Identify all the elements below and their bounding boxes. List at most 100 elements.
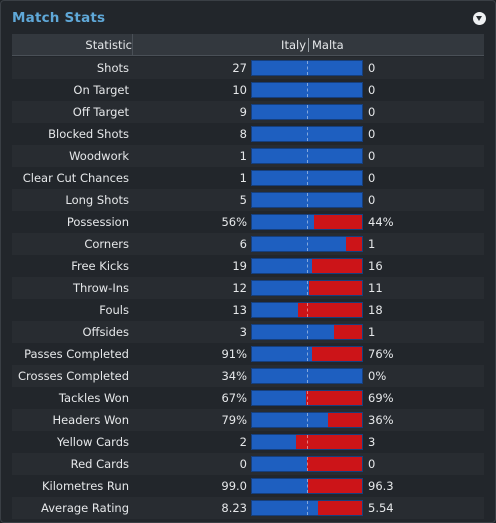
comparison-bar-away-fill [346,237,362,251]
stat-value-away: 0 [368,457,376,471]
stat-label: Crosses Completed [18,369,129,383]
comparison-bar-away-fill [318,501,362,515]
stat-value-away: 16 [368,259,383,273]
comparison-bar-away-fill [334,325,362,339]
comparison-bar [251,302,363,318]
table-row: Crosses Completed 34% 0% [12,365,484,387]
comparison-bar-away-fill [312,347,362,361]
comparison-bar [251,126,363,142]
comparison-bar [251,280,363,296]
stat-value-home: 67% [221,391,247,405]
comparison-bar [251,258,363,274]
stat-value-home: 1 [239,171,247,185]
stat-value-away: 0 [368,193,376,207]
table-row: Shots 27 0 [12,57,484,79]
stat-value-away: 96.3 [368,479,394,493]
stat-value-away: 69% [368,391,394,405]
table-row: Long Shots 5 0 [12,189,484,211]
comparison-bar-midline [307,171,308,185]
header-divider [132,34,133,56]
stat-value-home: 8 [239,127,247,141]
table-row: Corners 6 1 [12,233,484,255]
table-row: Throw-Ins 12 11 [12,277,484,299]
comparison-bar-midline [307,215,308,229]
chevron-down-icon[interactable] [473,12,486,25]
stat-value-home: 79% [221,413,247,427]
stat-value-home: 34% [221,369,247,383]
comparison-bar [251,434,363,450]
comparison-bar [251,236,363,252]
stat-value-away: 3 [368,435,376,449]
stat-label: Tackles Won [58,391,129,405]
stat-value-away: 11 [368,281,383,295]
comparison-bar-midline [307,105,308,119]
stat-label: Throw-Ins [72,281,129,295]
comparison-bar [251,478,363,494]
header-statistic[interactable]: Statistic [85,38,132,52]
stat-value-home: 8.23 [221,501,247,515]
comparison-bar [251,192,363,208]
comparison-bar [251,324,363,340]
stat-label: Fouls [99,303,129,317]
comparison-bar-away-fill [312,259,362,273]
stat-label: Headers Won [52,413,129,427]
stat-value-away: 18 [368,303,383,317]
comparison-bar-midline [307,413,308,427]
stat-label: Woodwork [69,149,129,163]
header-team-away[interactable]: Malta [312,38,344,52]
stat-value-home: 9 [239,105,247,119]
comparison-bar [251,104,363,120]
comparison-bar [251,170,363,186]
stat-label: Kilometres Run [41,479,129,493]
comparison-bar [251,368,363,384]
comparison-bar [251,214,363,230]
panel-header: Match Stats [1,1,495,34]
table-row: Offsides 3 1 [12,321,484,343]
comparison-bar-away-fill [296,435,362,449]
stat-value-home: 13 [232,303,247,317]
comparison-bar-midline [307,61,308,75]
stat-value-away: 5.54 [368,501,394,515]
table-row: Kilometres Run 99.0 96.3 [12,475,484,497]
stat-value-away: 0 [368,105,376,119]
comparison-bar-away-fill [307,457,362,471]
table-row: Free Kicks 19 16 [12,255,484,277]
stat-value-home: 12 [232,281,247,295]
stat-label: Shots [96,61,129,75]
table-row: Average Rating 8.23 5.54 [12,497,484,519]
comparison-bar [251,456,363,472]
stat-value-home: 6 [239,237,247,251]
stat-value-away: 1 [368,325,376,339]
stat-value-home: 27 [232,61,247,75]
stat-value-home: 1 [239,149,247,163]
stat-label: Free Kicks [71,259,129,273]
stat-label: On Target [73,83,129,97]
header-team-home[interactable]: Italy [281,38,306,52]
stat-label: Blocked Shots [48,127,129,141]
comparison-bar-midline [307,303,308,317]
stat-value-home: 19 [232,259,247,273]
table-row: Tackles Won 67% 69% [12,387,484,409]
table-row: Woodwork 1 0 [12,145,484,167]
table-header-row: Statistic Italy Malta [12,34,484,56]
stat-value-away: 1 [368,237,376,251]
stat-value-home: 5 [239,193,247,207]
comparison-bar-away-fill [314,215,362,229]
comparison-bar [251,148,363,164]
stat-label: Passes Completed [24,347,129,361]
table-row: Fouls 13 18 [12,299,484,321]
stat-value-home: 10 [232,83,247,97]
comparison-bar-away-fill [298,303,362,317]
comparison-bar-midline [307,127,308,141]
table-row: Headers Won 79% 36% [12,409,484,431]
table-row: Possession 56% 44% [12,211,484,233]
stats-table: Statistic Italy Malta Shots 27 0 On Target 1… [12,34,484,519]
stat-value-away: 0 [368,127,376,141]
table-row: On Target 10 0 [12,79,484,101]
comparison-bar-midline [307,479,308,493]
table-row: Clear Cut Chances 1 0 [12,167,484,189]
stat-value-away: 44% [368,215,394,229]
comparison-bar-midline [307,325,308,339]
comparison-bar [251,82,363,98]
